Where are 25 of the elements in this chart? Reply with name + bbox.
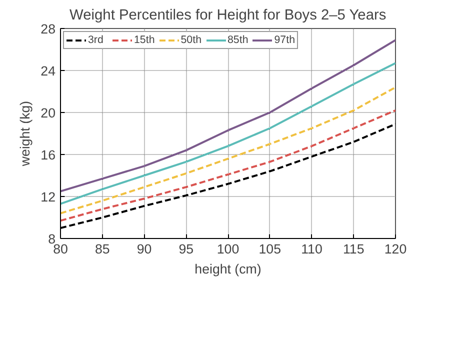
x-axis-title: height (cm) (194, 262, 262, 276)
legend-label: 50th (180, 34, 202, 46)
y-axis-title: weight (kg) (18, 100, 33, 168)
x-tick-label: 95 (178, 242, 194, 256)
legend-label: 85th (228, 34, 248, 46)
legend-label: 3rd (88, 34, 104, 46)
line-series (60, 62, 396, 205)
x-tick-label: 90 (136, 242, 152, 256)
x-tick-label: 105 (258, 242, 282, 256)
x-tick-label: 80 (53, 242, 68, 256)
x-tick-label: 100 (216, 242, 240, 256)
y-tick-label: 28 (40, 22, 56, 36)
line-series (60, 109, 396, 222)
x-tick-label: 120 (384, 242, 407, 256)
chart-title: Weight Percentiles for Height for Boys 2–5 Years (70, 8, 386, 24)
legend-label: 97th (274, 34, 295, 46)
y-tick-label: 24 (40, 64, 56, 78)
x-tick-label: 115 (343, 242, 364, 256)
x-tick-label: 110 (301, 242, 322, 256)
y-tick-label: 16 (40, 148, 56, 162)
y-tick-label: 12 (40, 190, 56, 204)
legend-label: 15th (134, 34, 155, 46)
line-series (60, 86, 396, 214)
x-tick-label: 85 (94, 242, 110, 256)
y-tick-label: 20 (40, 106, 56, 120)
